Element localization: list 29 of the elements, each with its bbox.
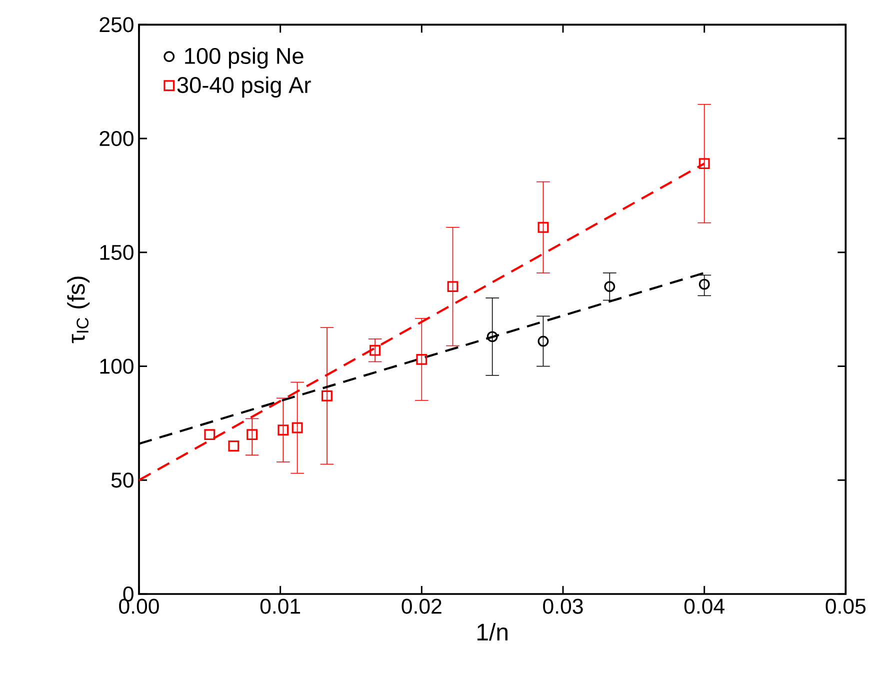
point <box>486 331 498 342</box>
point <box>204 429 216 440</box>
point <box>604 281 616 292</box>
point <box>246 429 258 440</box>
y-tick-label: 200 <box>100 130 134 146</box>
point <box>698 278 710 290</box>
y-tick-label: 250 <box>100 17 134 32</box>
point <box>698 158 710 170</box>
y-tick-label: 100 <box>100 358 134 374</box>
x-tick-label: 0.02 <box>402 598 442 614</box>
y-tick-label: 150 <box>100 244 134 260</box>
point <box>228 440 240 452</box>
point <box>292 422 303 434</box>
point <box>447 281 458 292</box>
x-axis-title: 1/n <box>477 622 508 641</box>
point <box>416 354 428 365</box>
x-tick-label: 0.01 <box>260 598 300 614</box>
point <box>370 344 380 356</box>
x-tick-label: 0.03 <box>543 598 583 614</box>
y-axis-title: τ$_{IC}$ (fs) <box>67 276 90 344</box>
point <box>322 390 332 402</box>
x-tick-label: 0.04 <box>684 598 724 614</box>
legend-label: 100 psig Ne <box>185 47 304 68</box>
y-tick-label: 50 <box>111 472 134 488</box>
point <box>278 424 289 436</box>
point <box>538 336 549 347</box>
point <box>538 222 549 233</box>
x-tick-label: 0.05 <box>826 598 866 614</box>
legend-label: 30-40 psig Ar <box>177 76 311 98</box>
